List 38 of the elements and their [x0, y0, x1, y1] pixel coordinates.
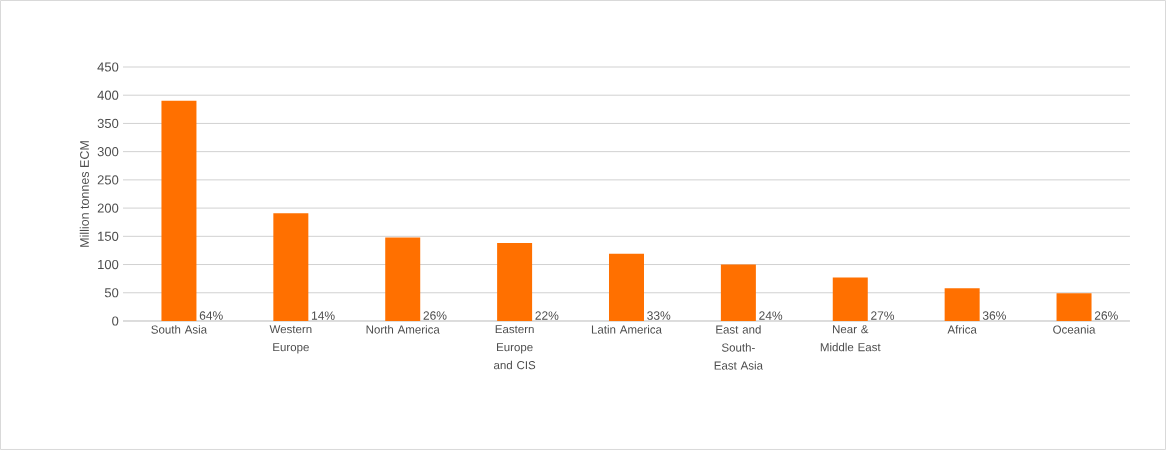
annotation: 27% [871, 311, 895, 320]
bar [720, 264, 756, 321]
x-tick-label: North America [366, 325, 440, 334]
y-tick-label: 150 [98, 231, 119, 241]
y-tick-label: 300 [97, 147, 119, 157]
annotation: 26% [1094, 311, 1118, 320]
bar [385, 237, 421, 321]
x-tick-label: Latin America [591, 325, 662, 334]
y-axis-title: Million tonnes ECM [79, 141, 89, 247]
annotation: 36% [982, 311, 1006, 320]
y-tick-label: 350 [97, 118, 119, 129]
y-tick-label: 50 [104, 288, 119, 298]
x-tick-label: Oceania [1053, 325, 1096, 334]
bar [1056, 293, 1092, 321]
annotation: 24% [759, 311, 783, 320]
x-tick-label: Near & Middle East [820, 325, 881, 352]
x-tick-label: Africa [947, 325, 977, 334]
bar [944, 288, 980, 321]
bar [832, 277, 868, 321]
x-tick-label: Eastern Europe and CIS [494, 325, 536, 370]
annotation: 22% [535, 311, 559, 320]
annotation: 14% [311, 311, 335, 320]
annotation: 33% [647, 311, 671, 320]
x-tick-label: South Asia [151, 325, 208, 334]
annotation: 64% [199, 311, 223, 320]
x-tick-label: East and South-East Asia [714, 325, 763, 370]
bar [609, 253, 644, 321]
y-tick-label: 400 [97, 90, 119, 100]
y-tick-label: 100 [98, 259, 119, 270]
annotation: 26% [423, 311, 447, 320]
y-tick-label: 250 [97, 175, 119, 185]
bar [497, 243, 533, 321]
y-tick-label: 200 [97, 203, 119, 213]
y-tick-label: 450 [97, 62, 119, 72]
y-tick-label: 0 [112, 316, 119, 326]
x-tick-label: Western Europe [269, 325, 312, 354]
bar [161, 100, 197, 321]
bar [273, 213, 309, 321]
